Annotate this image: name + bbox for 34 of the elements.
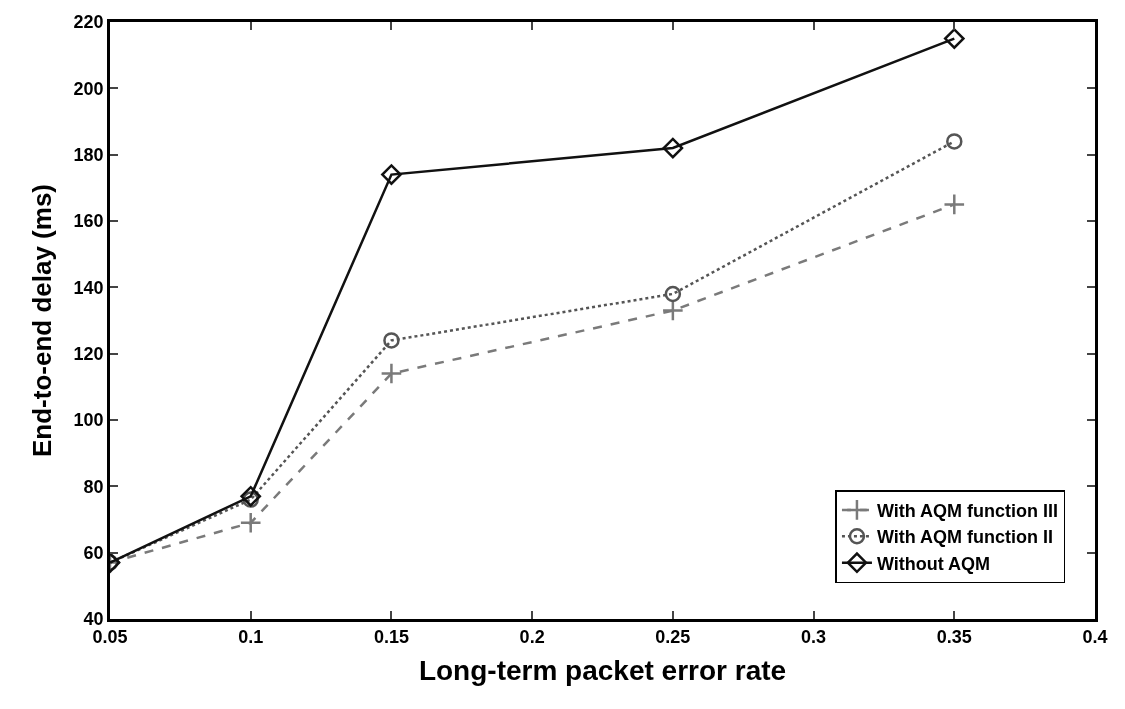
legend-label: With AQM function II [876,527,1054,548]
x-tick-label: 0.3 [801,627,827,648]
y-tick-label: 100 [73,410,104,431]
point [661,299,684,322]
y-tick-label: 200 [73,78,104,99]
y-tick-label: 180 [73,144,104,165]
point [240,485,262,507]
x-tick-label: 0.2 [519,627,545,648]
x-tick-label: 0.4 [1082,627,1108,648]
point [662,137,684,159]
x-tick-label: 0.35 [936,627,972,648]
point [946,133,963,150]
y-tick-label: 220 [73,12,104,33]
x-tick-label: 0.15 [373,627,409,648]
x-tick-label: 0.25 [655,627,691,648]
point [381,164,402,185]
legend-label: Without AQM [876,553,991,574]
y-tick-label: 120 [73,343,104,364]
y-tick-label: 160 [73,211,104,232]
y-tick-label: 140 [73,277,104,298]
x-tick-label: 0.1 [238,627,264,648]
y-tick-label: 60 [83,542,104,563]
y-tick-label: 80 [83,476,104,497]
point [664,285,682,303]
x-axis-title: Long-term packet error rate [418,655,787,687]
point [380,362,403,385]
point [239,511,262,534]
point [943,193,966,216]
x-tick-label: 0.05 [92,627,128,648]
point [943,28,965,49]
y-tick-label: 40 [83,609,104,630]
point [383,332,400,349]
legend-label: With AQM function III [876,500,1059,521]
y-axis-title: End-to-end delay (ms) [27,183,57,458]
